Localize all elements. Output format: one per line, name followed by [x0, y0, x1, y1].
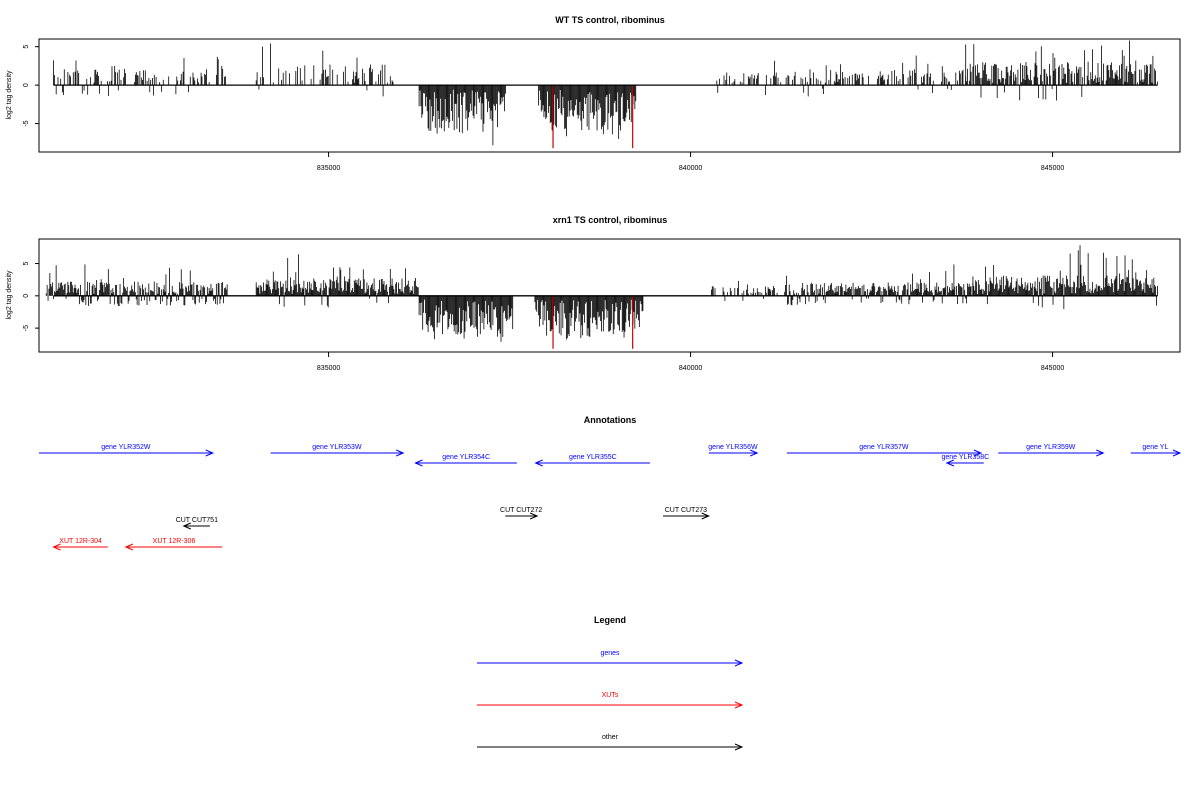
feature-label: gene YLR359W: [1026, 444, 1076, 451]
feature: XUT 12R-304: [52, 538, 108, 551]
legend-label: other: [602, 734, 619, 741]
feature-arrow: [534, 459, 651, 467]
legend-arrow: [477, 701, 744, 709]
xrn1-panel-title: xrn1 TS control, ribominus: [553, 215, 668, 225]
wt-panel-title: WT TS control, ribominus: [555, 15, 665, 25]
legend-item: XUTs: [477, 692, 744, 709]
feature: gene YLR357W: [786, 444, 983, 457]
feature-arrow: [52, 543, 108, 551]
feature: gene YLR356W: [708, 444, 759, 457]
legend-arrow: [477, 659, 744, 667]
feature-label: gene YLR357W: [859, 444, 909, 451]
y-tick-label: -5: [23, 325, 30, 331]
legend-items: genes XUTs other: [477, 650, 744, 751]
feature-arrow: [708, 449, 759, 457]
feature-label: XUT 12R-306: [153, 538, 196, 545]
feature: gene YL: [1130, 444, 1182, 457]
wt-y-axis: 5 0 -5: [23, 45, 39, 127]
feature-label: gene YLR353W: [312, 444, 362, 451]
legend-arrow: [477, 743, 744, 751]
xrn1-x-axis: 835000 840000 845000: [317, 352, 1064, 372]
feature-arrow: [998, 449, 1105, 457]
x-tick-label: 835000: [317, 365, 340, 372]
legend: Legend genes XUTs other: [477, 615, 744, 751]
feature-label: gene YLR354C: [442, 454, 490, 461]
wt-coverage-panel: WT TS control, ribominus log2 tag densit…: [6, 15, 1181, 172]
wt-plot-frame: [38, 38, 1181, 153]
y-tick-label: 0: [23, 294, 30, 298]
feature-track: gene YLR352W gene YLR353W gene YLR354C gene…: [39, 444, 1182, 551]
feature: CUT CUT751: [176, 517, 218, 530]
feature: XUT 12R-306: [124, 538, 223, 551]
feature-arrow: [786, 449, 983, 457]
xrn1-coverage-bars: [45, 245, 1158, 349]
y-tick-label: 5: [23, 261, 30, 265]
xrn1-y-axis: 5 0 -5: [23, 261, 39, 331]
legend-item: other: [477, 734, 744, 751]
feature: gene YLR354C: [414, 454, 517, 467]
feature: gene YLR353W: [270, 444, 405, 457]
x-tick-label: 835000: [317, 165, 340, 172]
wt-y-axis-label: log2 tag density: [6, 70, 13, 120]
feature: gene YLR355C: [534, 454, 651, 467]
y-tick-label: 5: [23, 45, 30, 49]
x-tick-label: 845000: [1041, 365, 1064, 372]
y-tick-label: -5: [23, 120, 30, 126]
x-tick-label: 845000: [1041, 165, 1064, 172]
feature-label: XUT 12R-304: [59, 538, 102, 545]
wt-coverage-bars: [53, 40, 1158, 149]
annotations-panel: Annotations gene YLR352W gene YLR353Wgene…: [39, 415, 1182, 551]
feature-label: CUT CUT272: [500, 507, 542, 514]
feature: gene YLR359W: [998, 444, 1105, 457]
legend-label: genes: [600, 650, 620, 657]
feature-arrow: [1130, 449, 1182, 457]
feature-arrow: [270, 449, 405, 457]
legend-item: genes: [477, 650, 744, 667]
feature: gene YLR352W: [39, 444, 215, 457]
legend-label: XUTs: [602, 692, 619, 699]
feature: CUT CUT273: [663, 507, 710, 520]
feature-arrow: [39, 449, 215, 457]
feature-arrow: [124, 543, 223, 551]
xrn1-y-axis-label: log2 tag density: [6, 270, 13, 320]
feature-label: CUT CUT273: [665, 507, 707, 514]
y-tick-label: 0: [23, 83, 30, 87]
feature: gene YLR358C: [941, 454, 989, 467]
x-tick-label: 840000: [679, 165, 702, 172]
annotations-title: Annotations: [584, 415, 637, 425]
feature-arrow: [505, 512, 539, 520]
feature-arrow: [663, 512, 710, 520]
feature-label: gene YLR356W: [708, 444, 758, 451]
feature-label: gene YLR358C: [941, 454, 989, 461]
x-tick-label: 840000: [679, 365, 702, 372]
feature-arrow: [414, 459, 517, 467]
feature-label: gene YLR352W: [101, 444, 151, 451]
feature-label: gene YL: [1142, 444, 1168, 451]
legend-title: Legend: [594, 615, 626, 625]
feature-arrow: [182, 522, 210, 530]
feature-label: gene YLR355C: [569, 454, 617, 461]
wt-x-axis: 835000 840000 845000: [317, 152, 1064, 172]
xrn1-coverage-panel: xrn1 TS control, ribominus log2 tag dens…: [6, 215, 1181, 372]
feature-arrow: [945, 459, 984, 467]
feature: CUT CUT272: [500, 507, 542, 520]
feature-label: CUT CUT751: [176, 517, 218, 524]
